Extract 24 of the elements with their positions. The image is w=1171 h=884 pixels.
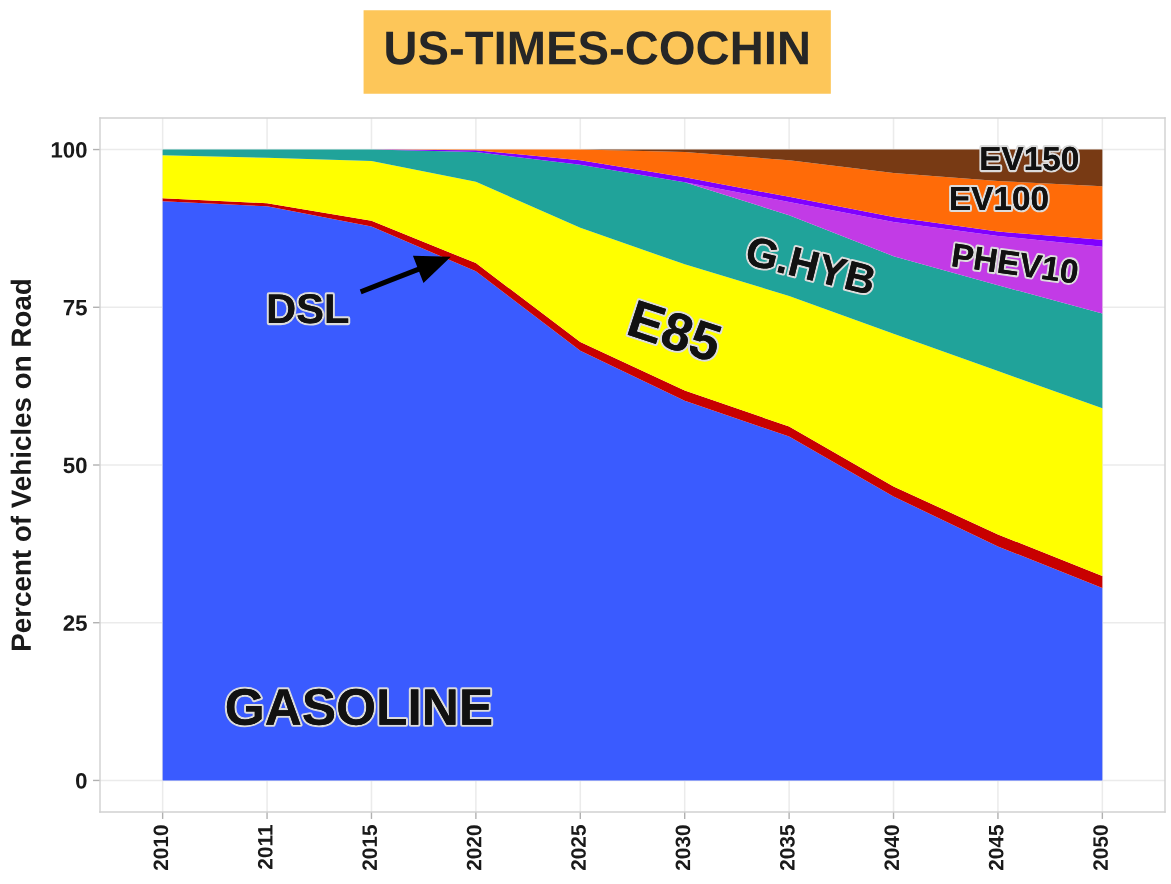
y-tick-label: 100: [51, 142, 87, 158]
series-label: EV150: [981, 146, 1078, 171]
series-label: EV100: [951, 186, 1048, 211]
y-tick-label: 0: [76, 772, 87, 789]
x-tick-label: 2011: [257, 825, 273, 869]
x-tick-label: 2015: [362, 825, 378, 871]
x-tick-label: 2035: [779, 825, 795, 871]
series-label: GASOLINE: [226, 688, 492, 726]
y-tick-label: 25: [63, 615, 87, 631]
x-tick-label: 2030: [675, 825, 691, 871]
series-label: PHEV10: [952, 243, 1079, 284]
x-tick-label: 2040: [884, 825, 900, 871]
y-tick-label: 50: [63, 457, 87, 474]
series-label: E85: [627, 299, 724, 363]
series-label: DSL: [268, 294, 349, 324]
y-tick-label: 75: [63, 300, 87, 316]
x-tick-label: 2020: [466, 825, 482, 871]
chart-title: US-TIMES-COCHIN: [386, 31, 808, 65]
x-tick-label: 2025: [571, 825, 586, 871]
x-tick-label: 2045: [988, 825, 1004, 871]
series-label: G.HYB: [744, 235, 877, 296]
y-axis-title: Percent of Vehicles on Road: [10, 280, 32, 650]
x-tick-label: 2010: [153, 825, 169, 871]
x-tick-label: 2050: [1093, 825, 1108, 871]
